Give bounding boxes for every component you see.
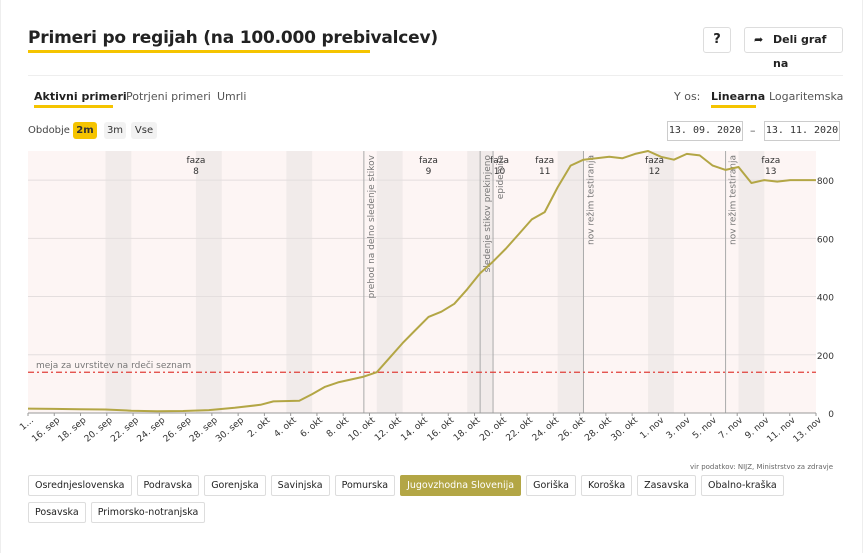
period-all-button[interactable]: Vse [131, 122, 157, 139]
x-tick-label: 26. okt [557, 415, 588, 443]
weekend-band [195, 151, 222, 413]
phase-label: 12 [649, 167, 660, 177]
x-tick-label: 18. sep [57, 415, 89, 444]
event-label: epidemija [496, 155, 506, 199]
source-note: vir podatkov: NIJZ, Ministrstvo za zdrav… [690, 463, 833, 471]
phase-label: faza [419, 156, 438, 166]
weekend-band [738, 151, 765, 413]
region-button-1[interactable]: Podravska [136, 475, 200, 496]
share-button[interactable]: ➦ Deli graf na [744, 27, 843, 70]
x-tick-label: 2. okt [246, 415, 272, 439]
weekend-band [105, 151, 132, 413]
x-tick-label: 14. okt [399, 415, 430, 443]
weekend-band [376, 151, 403, 413]
weekend-band [557, 151, 584, 413]
date-from-input[interactable]: 13. 09. 2020 [667, 121, 743, 141]
date-to-input[interactable]: 13. 11. 2020 [764, 121, 840, 141]
y-axis-linear-underline [711, 105, 756, 108]
y-tick-label: 400 [817, 294, 834, 304]
x-tick-label: 1… [18, 416, 36, 433]
phase-label: 10 [494, 167, 506, 177]
phase-label: faza [186, 156, 205, 166]
x-tick-label: 4. okt [272, 415, 298, 439]
region-button-0[interactable]: Osrednjeslovenska [28, 475, 132, 496]
region-button-6[interactable]: Goriška [526, 475, 576, 496]
y-tick-label: 0 [828, 410, 834, 420]
region-button-8[interactable]: Zasavska [637, 475, 696, 496]
x-tick-label: 18. okt [452, 415, 483, 443]
x-tick-label: 22. sep [109, 415, 141, 444]
x-tick-label: 16. okt [426, 415, 457, 443]
phase-label: 11 [539, 167, 550, 177]
x-tick-label: 12. okt [373, 415, 404, 443]
y-axis-label: Y os: [674, 90, 701, 103]
x-tick-label: 22. okt [504, 415, 535, 443]
page-title: Primeri po regijah (na 100.000 prebivalc… [28, 28, 438, 48]
y-tick-label: 800 [817, 177, 834, 187]
region-button-11[interactable]: Primorsko-notranjska [90, 502, 206, 523]
region-button-4[interactable]: Pomurska [334, 475, 396, 496]
x-tick-label: 24. sep [135, 415, 167, 444]
phase-label: 13 [765, 167, 776, 177]
region-button-3[interactable]: Savinjska [270, 475, 330, 496]
header-divider [28, 75, 843, 76]
region-button-5[interactable]: Jugovzhodna Slovenija [400, 475, 522, 496]
phase-label: faza [645, 156, 664, 166]
tab-active-cases[interactable]: Aktivni primeri [34, 90, 127, 103]
x-tick-label: 24. okt [531, 415, 562, 443]
x-tick-label: 6. okt [299, 415, 325, 439]
x-tick-label: 16. sep [30, 415, 62, 444]
help-button[interactable]: ? [703, 27, 731, 53]
period-2m-button[interactable]: 2m [73, 122, 97, 139]
weekend-band [648, 151, 674, 413]
tab-confirmed-cases[interactable]: Potrjeni primeri [126, 90, 211, 103]
x-tick-label: 30. okt [610, 415, 641, 443]
y-tick-label: 600 [817, 235, 834, 245]
x-tick-label: 28. sep [188, 415, 220, 444]
phase-label: faza [761, 156, 780, 166]
tab-deaths[interactable]: Umrli [217, 90, 247, 103]
phase-label: faza [490, 156, 509, 166]
y-tick-label: 200 [817, 352, 834, 362]
region-button-2[interactable]: Gorenjska [204, 475, 266, 496]
x-tick-label: 5. nov [691, 415, 719, 441]
x-tick-label: 10. okt [347, 415, 378, 443]
phase-label: faza [535, 156, 554, 166]
event-label: nov režim testiranja [586, 155, 596, 245]
period-label: Obdobje [28, 125, 70, 136]
period-3m-button[interactable]: 3m [104, 122, 126, 139]
date-separator: – [750, 124, 756, 137]
title-underline [28, 50, 370, 53]
region-button-10[interactable]: Posavska [28, 502, 86, 523]
share-arrow-icon: ➦ [754, 33, 764, 46]
line-chart: 0200400600800faza8faza9faza10faza11faza1… [18, 150, 834, 445]
region-button-7[interactable]: Koroška [580, 475, 633, 496]
region-button-9[interactable]: Obalno-kraška [700, 475, 784, 496]
x-tick-label: 30. sep [214, 415, 246, 444]
region-selector: Osrednjeslovenska Podravska Gorenjska Savin… [28, 475, 833, 523]
threshold-label: meja za uvrstitev na rdeči seznam [36, 360, 191, 371]
x-tick-label: 1. nov [638, 415, 666, 441]
event-label: nov režim testiranja [729, 155, 739, 245]
share-button-label: Deli graf na [773, 33, 827, 70]
series-line [27, 150, 816, 413]
phase-label: 9 [426, 167, 432, 177]
phase-label: 8 [193, 167, 199, 177]
event-label: prehod na delno sledenje stikov [367, 154, 377, 298]
weekend-band [286, 151, 313, 413]
x-tick-label: 7. nov [717, 415, 745, 441]
x-tick-label: 20. okt [478, 415, 509, 443]
x-tick-label: 28. okt [583, 415, 614, 443]
x-tick-label: 20. sep [83, 415, 115, 444]
event-label: sledenje stikov prekinjeno [483, 155, 493, 273]
y-axis-log-option[interactable]: Logaritemska [769, 90, 844, 103]
x-tick-label: 26. sep [162, 415, 194, 444]
tab-active-underline [34, 105, 113, 108]
plot-background [28, 151, 816, 413]
y-axis-linear-option[interactable]: Linearna [711, 90, 766, 103]
x-tick-label: 13. nov [792, 415, 825, 445]
x-tick-label: 3. nov [665, 415, 693, 441]
